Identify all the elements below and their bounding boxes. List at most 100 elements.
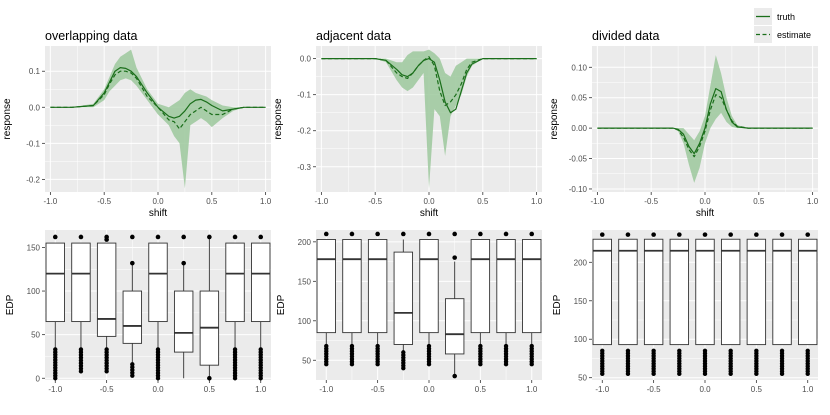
box-iqr xyxy=(342,239,362,334)
box-outlier-point xyxy=(53,376,58,381)
x-tick-label: 0.0 xyxy=(423,197,435,206)
box-outlier-point xyxy=(805,371,810,377)
box-iqr xyxy=(393,251,414,345)
box xyxy=(798,232,818,377)
x-tick-label: -1.0 xyxy=(48,385,62,394)
x-tick-label: -1.0 xyxy=(43,197,57,206)
box xyxy=(592,232,612,377)
x-tick-label: -1.0 xyxy=(590,197,604,206)
box-iqr xyxy=(669,238,690,346)
box-iqr xyxy=(643,238,664,346)
box-outlier-point xyxy=(323,231,329,237)
box-outlier-point xyxy=(52,234,58,240)
y-tick-label: 0.0 xyxy=(29,103,41,112)
x-tick-label: -0.5 xyxy=(647,385,661,394)
box-iqr xyxy=(618,238,638,346)
y-axis-label: response xyxy=(549,98,560,140)
box-outlier-point xyxy=(478,362,483,367)
x-tick-label: 0.5 xyxy=(206,197,218,206)
y-tick-label: 0.1 xyxy=(29,67,41,76)
y-tick-label: 0.00 xyxy=(571,124,587,133)
box-outlier-point xyxy=(207,376,212,381)
y-tick-label: -0.05 xyxy=(569,155,588,164)
box-outlier-point xyxy=(677,232,682,237)
x-tick-label: 0.0 xyxy=(699,197,711,206)
box xyxy=(720,232,741,377)
y-tick-label: 150 xyxy=(574,297,588,306)
y-axis-label: EDP xyxy=(5,294,16,315)
box-outlier-point xyxy=(181,260,186,266)
box-outlier-point xyxy=(452,373,457,379)
box-iqr xyxy=(367,239,388,334)
box-outlier-point xyxy=(375,231,380,237)
box-outlier-point xyxy=(232,234,238,240)
box-iqr xyxy=(251,242,271,323)
chart-title: divided data xyxy=(592,29,659,43)
box-outlier-point xyxy=(503,362,509,367)
box xyxy=(772,232,792,377)
box-iqr xyxy=(522,239,542,334)
box-outlier-point xyxy=(702,371,708,377)
x-tick-label: -1.0 xyxy=(314,197,328,206)
box xyxy=(470,231,491,367)
box-outlier-point xyxy=(78,369,84,374)
box-outlier-point xyxy=(529,231,535,237)
box xyxy=(419,231,439,367)
box-iqr xyxy=(772,238,792,346)
series-line-truth xyxy=(50,66,266,119)
x-tick-label: -1.0 xyxy=(319,385,333,394)
x-axis-label: shift xyxy=(696,208,715,219)
box-outlier-point xyxy=(258,376,263,381)
box xyxy=(643,232,664,377)
x-tick-label: 0.0 xyxy=(699,385,711,394)
x-tick-label: 0.5 xyxy=(753,197,765,206)
y-tick-label: -0.10 xyxy=(569,185,588,194)
overlap-box-panel: -1.0 -0.5 0.0 0.5 1.0 0 50 100 150 EDP xyxy=(5,230,271,394)
box xyxy=(96,234,117,374)
box xyxy=(444,231,465,379)
box xyxy=(695,232,715,377)
y-tick-label: 0.05 xyxy=(571,94,587,103)
x-tick-label: 1.0 xyxy=(255,385,267,394)
y-axis-label: response xyxy=(273,98,284,140)
box xyxy=(522,231,542,367)
series-line-truth xyxy=(321,57,537,114)
box-outlier-point xyxy=(104,234,109,240)
y-tick-label: 100 xyxy=(298,317,312,326)
box-iqr xyxy=(720,238,741,346)
box-outlier-point xyxy=(754,232,759,237)
box-outlier-point xyxy=(728,371,733,377)
box-outlier-point xyxy=(258,234,264,240)
x-tick-label: -0.5 xyxy=(368,197,382,206)
x-tick-label: -0.5 xyxy=(100,385,114,394)
box-iqr xyxy=(592,238,612,346)
box-iqr xyxy=(316,239,336,334)
x-tick-label: 1.0 xyxy=(260,197,272,206)
legend-label-truth: truth xyxy=(777,12,795,22)
x-tick-label: 0.5 xyxy=(204,385,216,394)
box-outlier-point xyxy=(375,362,380,367)
legend-label-estimate: estimate xyxy=(777,30,811,40)
x-axis-label: shift xyxy=(149,208,168,219)
box xyxy=(45,234,65,381)
x-tick-label: 0.0 xyxy=(152,385,164,394)
box-iqr xyxy=(45,242,65,323)
box xyxy=(342,231,362,367)
box-iqr xyxy=(695,238,715,346)
box-outlier-point xyxy=(651,232,656,237)
box-iqr xyxy=(122,290,143,344)
x-tick-label: 0.5 xyxy=(477,197,489,206)
box-outlier-point xyxy=(779,371,785,377)
y-tick-label: 150 xyxy=(27,243,41,252)
box-outlier-point xyxy=(78,234,84,240)
box-outlier-point xyxy=(651,371,656,377)
y-tick-label: -0.3 xyxy=(297,163,311,172)
box-outlier-point xyxy=(452,231,457,237)
series-line-truth xyxy=(597,87,813,155)
box-outlier-point xyxy=(625,371,631,377)
x-tick-label: 1.0 xyxy=(802,385,814,394)
box-iqr xyxy=(496,239,516,334)
box xyxy=(199,234,220,381)
box-outlier-point xyxy=(130,373,135,378)
